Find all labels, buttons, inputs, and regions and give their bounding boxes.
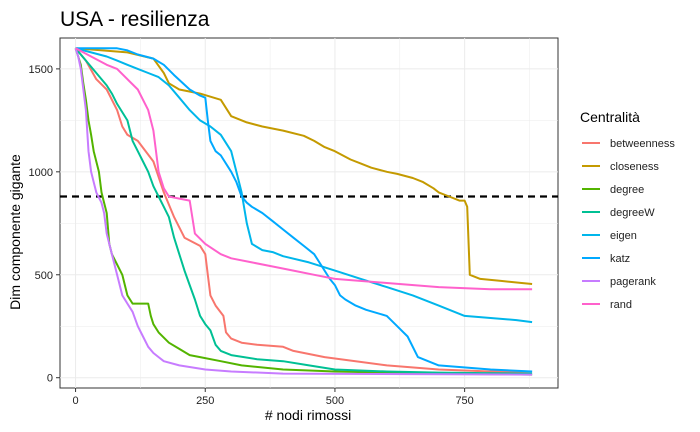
plot-panel — [59, 37, 559, 389]
series-line-closeness — [75, 47, 533, 285]
chart-title: USA - resilienza — [60, 8, 210, 31]
legend-items: betweenness closeness degree degreeW eigen ka… — [582, 138, 675, 311]
x-tick-label: 250 — [196, 395, 214, 407]
y-tick-label: 1000 — [29, 167, 53, 179]
y-tick-label: 1500 — [29, 64, 53, 76]
x-tick-label: 0 — [73, 395, 79, 407]
series-line-degreeW — [74, 47, 533, 375]
legend: Centralità betweenness closeness degree deg… — [580, 109, 675, 311]
legend-label-betweenness: betweenness — [610, 138, 675, 150]
x-axis-title: # nodi rimossi — [265, 407, 351, 423]
legend-title: Centralità — [580, 109, 640, 125]
y-axis-title: Dim componente gigante — [7, 154, 23, 310]
legend-label-closeness: closeness — [610, 161, 659, 173]
series-line-betweenness — [74, 47, 533, 373]
series-line-rand — [75, 47, 533, 291]
y-axis-ticks: 0 500 1000 1500 — [29, 64, 60, 385]
legend-label-degree: degree — [610, 184, 644, 196]
x-tick-label: 750 — [455, 395, 473, 407]
series-line-eigen — [75, 47, 533, 324]
legend-label-katz: katz — [610, 253, 630, 265]
legend-label-degreeW: degreeW — [610, 207, 655, 219]
grid-lines — [60, 38, 558, 388]
series-layer — [74, 47, 533, 376]
y-tick-label: 500 — [35, 270, 53, 282]
y-tick-label: 0 — [47, 373, 53, 385]
legend-label-pagerank: pagerank — [610, 276, 656, 288]
x-tick-label: 500 — [326, 395, 344, 407]
series-line-pagerank — [74, 47, 533, 376]
series-line-katz — [75, 47, 533, 373]
x-axis-ticks: 0 250 500 750 — [73, 388, 474, 407]
series-line-degree — [74, 47, 533, 376]
legend-label-eigen: eigen — [610, 230, 637, 242]
legend-label-rand: rand — [610, 299, 632, 311]
